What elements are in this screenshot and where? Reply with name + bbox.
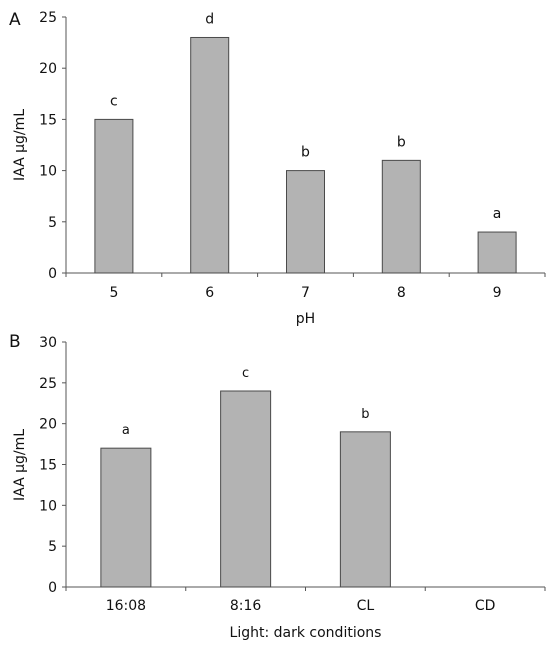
x-tick-label: 6 [205, 285, 214, 301]
x-tick-label: CL [357, 598, 375, 614]
bar-chart-b: 0 5 10 15 20 25 30 a 16:08 c 8:16 b CL CD Light: dark … [12, 335, 546, 641]
significance-letter: a [493, 206, 502, 222]
x-tick-label: 8 [397, 285, 406, 301]
y-tick-label: 15 [39, 458, 57, 474]
significance-letter: c [242, 366, 249, 381]
significance-letter: b [397, 134, 406, 150]
x-tick-label: 16:08 [106, 598, 146, 614]
panel-label-b: B [9, 332, 21, 352]
chart-panel-b: B 0 5 10 15 20 25 30 a 16:08 c 8:16 b CL CD Light: dar… [0, 330, 550, 652]
y-tick-label: 10 [39, 164, 57, 180]
x-tick-label: 7 [301, 285, 310, 301]
x-tick-label: 9 [493, 285, 502, 301]
bar-chart-a: 0 5 10 15 20 25 c 5 d 6 b 7 b 8 a 9 pH IAA µg/mL [12, 10, 546, 327]
y-tick-label: 0 [48, 580, 57, 596]
x-axis-label: pH [296, 311, 315, 327]
bar [381, 159, 421, 274]
y-tick-label: 15 [39, 112, 57, 128]
y-tick-label: 20 [39, 417, 57, 433]
bar [100, 447, 152, 588]
y-tick-label: 5 [48, 215, 57, 231]
panel-label-a: A [9, 10, 21, 30]
bar [339, 431, 391, 588]
y-tick-label: 20 [39, 61, 57, 77]
bar [220, 390, 272, 588]
y-tick-label: 10 [39, 498, 57, 514]
y-tick-label: 25 [39, 376, 57, 392]
x-axis-label: Light: dark conditions [230, 625, 382, 641]
y-axis-label: IAA µg/mL [12, 109, 28, 181]
y-tick-label: 25 [39, 10, 57, 26]
chart-panel-a: A 0 5 10 15 20 25 c 5 d 6 b 7 b 8 a 9 pH IAA µg/mL [9, 10, 546, 327]
bar [286, 170, 325, 274]
bar [477, 231, 517, 274]
significance-letter: c [110, 93, 118, 109]
x-tick-label: CD [475, 598, 496, 614]
significance-letter: b [301, 145, 310, 161]
significance-letter: d [205, 11, 214, 27]
bar [190, 36, 230, 274]
significance-letter: b [361, 407, 369, 422]
x-tick-label: 5 [109, 285, 118, 301]
x-tick-label: 8:16 [230, 598, 262, 614]
y-tick-label: 5 [48, 539, 57, 555]
bar [94, 118, 134, 274]
y-tick-label: 0 [48, 266, 57, 282]
y-axis-label: IAA µg/mL [12, 429, 28, 501]
y-tick-label: 30 [39, 335, 57, 351]
significance-letter: a [122, 423, 130, 438]
